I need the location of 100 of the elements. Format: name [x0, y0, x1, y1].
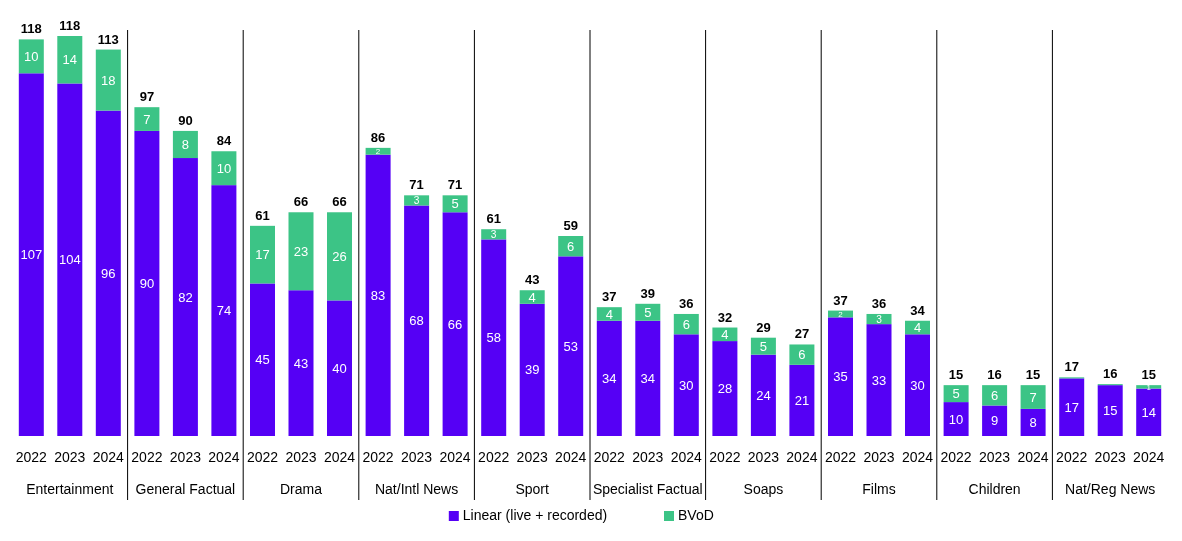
- x-axis-title: Specialist Factual: [592, 481, 703, 497]
- bar: [327, 300, 352, 436]
- data-label: 6: [798, 347, 806, 363]
- x-axis-title: Drama: [279, 481, 323, 497]
- data-label: 7: [143, 111, 151, 127]
- x-tick-label: 2022: [15, 449, 48, 465]
- x-tick-label: 2023: [285, 449, 317, 465]
- x-tick-label: 2024: [439, 449, 471, 465]
- total-label: 113: [97, 31, 119, 47]
- bar: [673, 334, 699, 436]
- data-label: 83: [370, 287, 386, 303]
- bar: [404, 205, 430, 436]
- total-label: 118: [59, 18, 81, 33]
- data-label: 1: [1146, 382, 1152, 392]
- bar: [1020, 385, 1046, 409]
- bar: [95, 49, 121, 111]
- total-label: 36: [679, 295, 694, 311]
- data-label: 4: [913, 320, 922, 336]
- bar: [750, 337, 776, 355]
- total-label: 17: [1064, 359, 1079, 375]
- data-label: 35: [833, 369, 848, 385]
- data-label: 5: [759, 338, 768, 354]
- bar: [442, 212, 468, 436]
- total-label: 66: [293, 194, 309, 210]
- data-label: 4: [605, 306, 613, 322]
- data-label: 14: [62, 52, 78, 68]
- x-tick-label: 2024: [901, 449, 934, 465]
- legend-label: BVoD: [678, 507, 714, 523]
- bar: [828, 317, 853, 436]
- bar: [288, 290, 314, 436]
- x-axis-title: Entertainment: [26, 481, 114, 497]
- data-label: 96: [101, 265, 116, 281]
- x-axis-title: Children: [968, 481, 1021, 497]
- bar: [365, 147, 391, 155]
- bar: [57, 83, 83, 436]
- total-label: 34: [910, 302, 926, 318]
- data-label: 82: [178, 289, 193, 305]
- data-label: 23: [293, 243, 309, 259]
- x-tick-label: 2023: [401, 449, 433, 465]
- total-label: 29: [756, 319, 771, 335]
- data-label: 6: [567, 238, 575, 254]
- x-tick-label: 2023: [747, 449, 780, 465]
- data-label: 58: [486, 330, 501, 346]
- x-axis-title: Soaps: [743, 481, 784, 497]
- data-label: 3: [413, 194, 420, 206]
- bar: [519, 290, 545, 304]
- bar: [1136, 388, 1162, 436]
- data-label: 74: [216, 303, 232, 319]
- total-label: 37: [833, 292, 848, 308]
- bar: [481, 239, 507, 436]
- data-label: 5: [644, 304, 652, 320]
- x-tick-label: 2024: [786, 449, 818, 465]
- bar: [596, 320, 622, 436]
- x-tick-label: 2022: [1056, 449, 1088, 465]
- bar: [789, 344, 815, 365]
- x-tick-label: 2023: [1094, 449, 1126, 465]
- total-label: 37: [602, 289, 617, 305]
- data-label: 9: [990, 413, 999, 429]
- bar: [789, 364, 815, 436]
- bar: [57, 36, 83, 84]
- total-label: 86: [370, 129, 386, 145]
- data-label: 28: [717, 381, 733, 397]
- data-label: 10: [24, 48, 39, 64]
- x-tick-label: 2024: [670, 449, 703, 465]
- data-label: 24: [756, 387, 771, 403]
- data-label: 4: [721, 326, 729, 342]
- total-label: 27: [794, 326, 810, 342]
- data-label: 34: [640, 370, 656, 386]
- x-tick-label: 2023: [979, 449, 1011, 465]
- x-tick-label: 2022: [246, 449, 279, 465]
- bar: [327, 212, 352, 301]
- data-label: 10: [948, 411, 964, 427]
- bar: [635, 303, 661, 321]
- data-label: 15: [1102, 403, 1118, 419]
- x-tick-label: 2024: [92, 449, 125, 465]
- total-label: 61: [255, 207, 270, 223]
- total-label: 59: [563, 218, 578, 233]
- total-label: 15: [948, 367, 964, 383]
- bar: [943, 385, 969, 403]
- bar: [211, 185, 237, 436]
- bar: [95, 110, 121, 436]
- total-label: 16: [987, 367, 1002, 383]
- data-label: 5: [952, 386, 960, 402]
- bar: [172, 158, 198, 436]
- bar: [1020, 408, 1046, 436]
- x-tick-label: 2022: [709, 449, 741, 465]
- x-tick-label: 2023: [863, 449, 895, 465]
- x-tick-label: 2022: [362, 449, 394, 465]
- bar: [250, 225, 275, 284]
- data-label: 30: [679, 377, 694, 393]
- x-axis-title: Nat/Reg News: [1065, 481, 1156, 497]
- data-label: 3: [876, 313, 883, 325]
- total-label: 61: [486, 211, 501, 227]
- data-label: 10: [216, 160, 232, 176]
- x-axis-title: General Factual: [135, 481, 236, 497]
- total-label: 15: [1141, 367, 1156, 383]
- bar: [18, 39, 44, 74]
- data-label: 18: [101, 72, 116, 88]
- bar: [866, 324, 892, 436]
- data-label: 2: [838, 309, 844, 319]
